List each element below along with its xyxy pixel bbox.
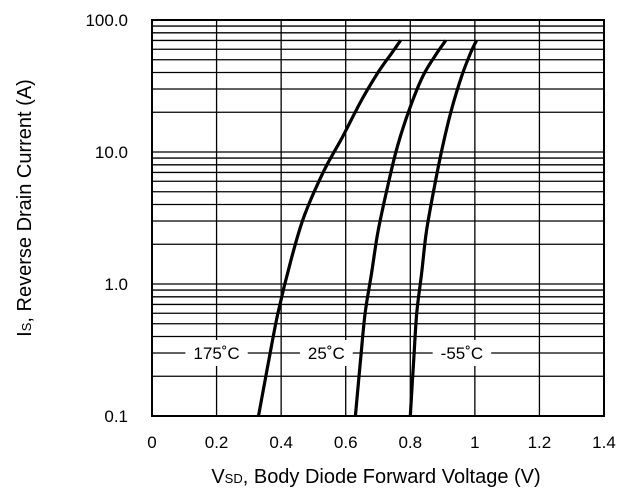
- x-axis-title-rest: , Body Diode Forward Voltage (V): [243, 466, 541, 488]
- x-axis-title: VSD, Body Diode Forward Voltage (V): [211, 466, 540, 488]
- series-line-1: [353, 39, 448, 417]
- series-label-background: [432, 340, 492, 367]
- series-labels: 175˚C 25˚C -55˚C: [185, 340, 492, 367]
- x-tick-label: 1.2: [528, 433, 552, 452]
- y-axis-title-rest: , Reverse Drain Current (A): [14, 79, 36, 322]
- y-tick-label: 0.1: [104, 407, 128, 426]
- y-tick-label: 100.0: [85, 11, 128, 30]
- series-label-background: [185, 340, 248, 367]
- x-tick-label: 0.8: [398, 433, 422, 452]
- series-label-background: [299, 340, 353, 367]
- x-tick-label: 0: [147, 433, 156, 452]
- series-label-2: -55˚C: [441, 344, 484, 363]
- x-tick-label: 1: [470, 433, 479, 452]
- plot-frame: [151, 19, 605, 417]
- x-tick-labels: 0 0.2 0.4 0.6 0.8 1 1.2 1.4: [147, 433, 616, 452]
- y-axis-title: IS, Reverse Drain Current (A): [14, 79, 36, 337]
- series-label-0: 175˚C: [193, 344, 239, 363]
- curves: [256, 39, 478, 417]
- x-tick-label: 0.2: [205, 433, 229, 452]
- series-line-0: [256, 39, 402, 417]
- x-tick-label: 0.4: [269, 433, 293, 452]
- y-tick-labels: 0.1 1.0 10.0 100.0: [85, 11, 128, 426]
- y-axis-title-main: I: [14, 331, 36, 337]
- y-tick-label: 1.0: [104, 275, 128, 294]
- series-label-1: 25˚C: [308, 344, 345, 363]
- x-tick-label: 1.4: [592, 433, 616, 452]
- y-tick-label: 10.0: [95, 143, 128, 162]
- x-axis-title-subscript: SD: [225, 471, 243, 486]
- x-tick-label: 0.6: [334, 433, 358, 452]
- series-line-2: [408, 39, 478, 417]
- y-axis-title-subscript: S: [19, 322, 34, 331]
- x-axis-title-main: V: [211, 466, 225, 488]
- grid: [152, 20, 604, 416]
